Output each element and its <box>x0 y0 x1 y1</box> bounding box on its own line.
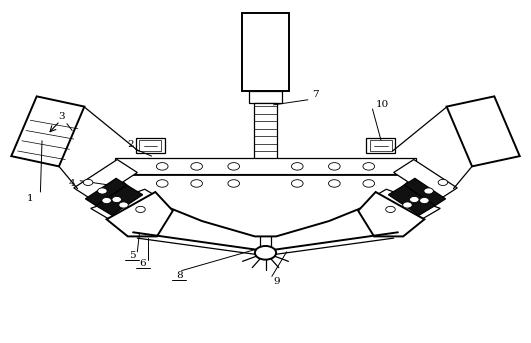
Polygon shape <box>91 189 162 218</box>
Circle shape <box>98 188 107 194</box>
Polygon shape <box>260 209 271 248</box>
Circle shape <box>438 179 448 186</box>
Text: 4: 4 <box>69 179 75 188</box>
Circle shape <box>292 180 303 187</box>
Polygon shape <box>366 138 395 153</box>
Circle shape <box>363 163 374 170</box>
Polygon shape <box>256 206 275 213</box>
Circle shape <box>228 180 239 187</box>
Circle shape <box>83 179 93 186</box>
Polygon shape <box>370 140 391 151</box>
Circle shape <box>419 198 429 204</box>
Circle shape <box>157 180 168 187</box>
Text: 10: 10 <box>375 100 389 109</box>
Text: 7: 7 <box>313 90 319 99</box>
Circle shape <box>255 246 276 260</box>
Text: 9: 9 <box>274 277 280 286</box>
Circle shape <box>191 163 202 170</box>
Circle shape <box>363 180 374 187</box>
Polygon shape <box>388 185 435 215</box>
Circle shape <box>386 206 395 213</box>
Circle shape <box>329 180 340 187</box>
Circle shape <box>119 202 129 208</box>
Polygon shape <box>369 189 440 218</box>
Text: 5: 5 <box>129 251 135 260</box>
Polygon shape <box>11 96 84 166</box>
Polygon shape <box>96 185 143 215</box>
Circle shape <box>228 163 239 170</box>
Polygon shape <box>249 91 282 103</box>
Polygon shape <box>404 178 446 206</box>
Polygon shape <box>393 159 457 201</box>
Polygon shape <box>107 192 173 236</box>
Polygon shape <box>85 178 127 206</box>
Circle shape <box>136 206 145 213</box>
Polygon shape <box>447 96 520 166</box>
Polygon shape <box>115 158 416 175</box>
Polygon shape <box>254 103 277 211</box>
Circle shape <box>102 198 112 204</box>
Polygon shape <box>115 175 416 236</box>
Circle shape <box>191 180 202 187</box>
Circle shape <box>424 188 433 194</box>
Text: 6: 6 <box>139 259 146 268</box>
Polygon shape <box>140 140 161 151</box>
Circle shape <box>329 163 340 170</box>
Text: 2: 2 <box>127 140 134 149</box>
Circle shape <box>157 163 168 170</box>
Circle shape <box>402 202 412 208</box>
Circle shape <box>112 197 122 203</box>
Polygon shape <box>136 138 165 153</box>
Polygon shape <box>358 192 424 236</box>
Text: 8: 8 <box>176 271 183 280</box>
Polygon shape <box>74 159 138 201</box>
Circle shape <box>409 197 419 203</box>
Text: 3: 3 <box>58 113 65 121</box>
Text: 1: 1 <box>27 194 33 203</box>
Circle shape <box>292 163 303 170</box>
Polygon shape <box>242 13 289 91</box>
